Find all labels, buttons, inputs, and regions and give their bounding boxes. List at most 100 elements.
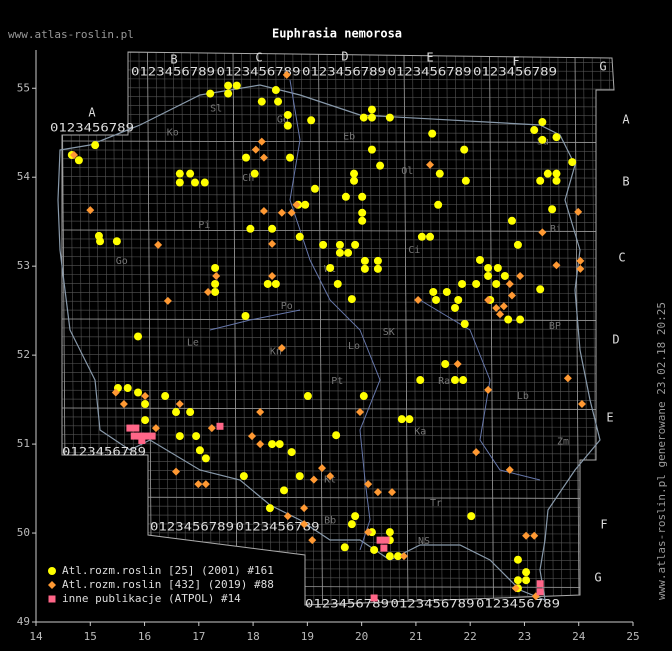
grid-cell-line (172, 52, 178, 605)
point (450, 303, 459, 312)
grid-cell-line (62, 372, 614, 375)
point (239, 472, 248, 481)
point (538, 135, 547, 144)
point (388, 488, 397, 497)
grid-cell-line (62, 532, 614, 535)
point (516, 315, 525, 324)
grid-cell-line (189, 52, 195, 605)
point (283, 110, 292, 119)
point (574, 207, 583, 216)
grid-cell-line (454, 52, 460, 605)
point (536, 285, 545, 294)
point (111, 388, 120, 397)
grid-cell-line (258, 52, 263, 605)
point (175, 169, 184, 178)
point (511, 584, 520, 593)
point (259, 153, 268, 162)
grid-cell-line (531, 52, 537, 605)
point (351, 240, 360, 249)
point (134, 332, 143, 341)
point (358, 208, 367, 217)
y-tick-label: 52 (17, 348, 30, 361)
grid-letter: D (612, 333, 619, 347)
point (536, 588, 544, 596)
grid-cell-line (301, 52, 306, 605)
legend-entry: Atl.rozm.roslin [432] (2019) #88 (62, 578, 274, 591)
region-label: Lo (348, 341, 360, 352)
site-link[interactable]: www.atlas-roslin.pl (8, 28, 134, 41)
grid-letter: F (600, 518, 607, 532)
y-tick-label: 51 (17, 437, 30, 450)
point (326, 472, 335, 481)
grid-cell-line (62, 443, 614, 446)
point (333, 279, 342, 288)
point (458, 279, 467, 288)
point (211, 263, 220, 272)
region-label: Ko (167, 128, 179, 139)
y-tick-label: 53 (17, 259, 30, 272)
point (385, 528, 394, 537)
point (431, 295, 440, 304)
grid-letter: G (594, 571, 601, 585)
point (344, 248, 353, 257)
grid-cell-line (62, 461, 614, 464)
region-label: Zm (557, 436, 569, 447)
point (265, 504, 274, 513)
point (195, 446, 204, 455)
point (310, 184, 319, 193)
point (522, 576, 531, 585)
point (496, 310, 505, 319)
legend-swatch (48, 567, 56, 575)
x-tick-label: 20 (355, 630, 368, 643)
point (216, 422, 224, 430)
region-label: BP (549, 321, 561, 332)
point (577, 400, 586, 409)
point (460, 145, 469, 154)
grid-cell-line (62, 211, 614, 214)
point (493, 263, 502, 272)
y-tick-label: 49 (17, 615, 30, 628)
point (175, 400, 184, 409)
point (360, 256, 369, 265)
point (492, 279, 501, 288)
grid-digits: 0123456789 (62, 445, 146, 459)
point (552, 261, 561, 270)
point (283, 121, 292, 130)
point (257, 137, 266, 146)
point (414, 295, 423, 304)
region-label: Bi (550, 224, 562, 235)
point (492, 303, 501, 312)
point (318, 464, 327, 473)
point (119, 400, 128, 409)
point (484, 295, 493, 304)
point (326, 263, 335, 272)
grid-letter: C (255, 51, 262, 65)
grid-cell-line (514, 52, 520, 605)
point (441, 360, 450, 369)
point (504, 315, 513, 324)
grid-letter: A (622, 113, 630, 127)
grid-cell-line (62, 327, 614, 330)
point (163, 296, 172, 305)
point (397, 415, 406, 424)
grid-cell-line (62, 523, 614, 526)
grid-cell-line (412, 52, 417, 605)
point (367, 113, 376, 122)
grid-digits: 0123456789 (305, 597, 389, 611)
grid-cell-line (343, 52, 349, 605)
grid-major-line (62, 407, 614, 410)
point (426, 232, 435, 241)
grid-cell-line (369, 52, 375, 605)
point (563, 374, 572, 383)
title: Euphrasia nemorosa (272, 27, 402, 41)
grid-cell-line (62, 167, 614, 170)
point (69, 150, 78, 159)
grid-cell-line (62, 114, 614, 117)
region-label: Eb (343, 131, 355, 142)
point (536, 580, 544, 588)
side-note: www.atlas-roslin.pl generowane 23.02.18 … (655, 302, 668, 600)
grid-cell-line (62, 505, 614, 508)
region-label: Kn (270, 347, 282, 358)
point (484, 385, 493, 394)
point (513, 576, 522, 585)
